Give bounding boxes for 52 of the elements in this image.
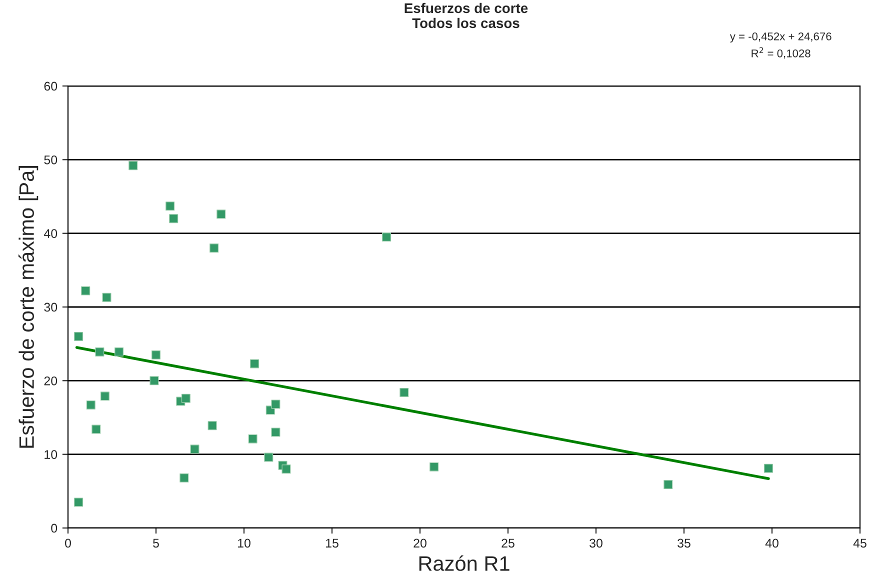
- y-tick-label: 60: [44, 82, 58, 91]
- point: [74, 332, 84, 341]
- point: [664, 480, 673, 490]
- point: [151, 350, 161, 360]
- x-tick-label: 25: [502, 538, 514, 548]
- point: [216, 210, 226, 219]
- point: [181, 394, 190, 403]
- point: [430, 462, 439, 472]
- x-tick-label: 15: [326, 538, 338, 548]
- x-tick-label: 5: [153, 538, 159, 548]
- point: [190, 444, 200, 454]
- point: [74, 498, 84, 507]
- x-axis-title: Razón R1: [419, 555, 510, 571]
- point: [150, 376, 159, 386]
- point: [81, 286, 90, 296]
- point: [128, 161, 138, 170]
- y-tick-label: 0: [51, 524, 58, 533]
- point: [102, 292, 112, 302]
- x-tick-label: 10: [238, 538, 250, 548]
- point: [400, 388, 409, 397]
- point: [264, 452, 274, 462]
- point: [382, 232, 392, 242]
- y-tick-label: 20: [44, 376, 58, 386]
- point: [114, 347, 124, 356]
- x-tick-label: 35: [678, 538, 690, 548]
- x-tick-label: 40: [765, 538, 778, 548]
- x-tick-label: 20: [414, 538, 426, 548]
- point: [100, 392, 110, 401]
- x-tick-label: 0: [65, 538, 71, 548]
- y-tick-label: 30: [44, 302, 58, 312]
- point: [250, 359, 260, 368]
- point: [86, 400, 96, 410]
- point: [210, 244, 219, 253]
- point: [169, 214, 178, 224]
- point: [248, 434, 258, 444]
- point: [208, 421, 217, 430]
- point: [282, 464, 291, 474]
- point: [764, 464, 773, 473]
- x-tick-label: 30: [590, 538, 602, 548]
- y-tick-label: 10: [44, 450, 58, 459]
- point: [271, 400, 280, 409]
- y-tick-label: 50: [44, 155, 58, 164]
- text: y = -0,452x + 24,676 R$^{2}$ = 0,1028: [730, 32, 832, 59]
- y-axis-title: Esfuerzo de corte máximo [Pa]: [18, 166, 38, 448]
- point: [92, 424, 101, 434]
- x-tick-label: 45: [853, 538, 866, 548]
- point: [166, 202, 175, 211]
- point: [180, 473, 189, 482]
- y-tick-label: 40: [44, 229, 58, 238]
- chart-title: Esfuerzos de corte Todos los casos: [404, 2, 528, 28]
- point: [95, 347, 104, 356]
- point: [271, 428, 280, 437]
